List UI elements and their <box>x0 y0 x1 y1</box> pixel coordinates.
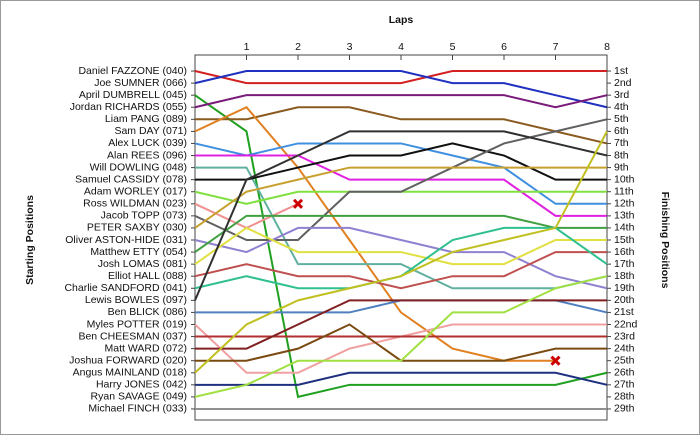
lap-line <box>195 299 607 350</box>
driver-label: Alex LUCK (039) <box>108 137 187 149</box>
lap-line <box>194 275 608 398</box>
x-tick-label: 1 <box>244 41 250 53</box>
lap-line <box>195 154 607 217</box>
y2-tick-label: 8th <box>614 149 629 161</box>
x-tick-label: 2 <box>295 41 301 53</box>
y2-tick-label: 6th <box>614 125 629 137</box>
y2-tick-label: 26th <box>614 367 635 379</box>
y2-tick-label: 25th <box>614 354 635 366</box>
chart-title: Laps <box>389 14 414 26</box>
y2-tick-label: 2nd <box>614 77 632 89</box>
retired-marker <box>550 355 561 366</box>
driver-label: Matthew ETTY (054) <box>90 246 187 258</box>
y2-tick-label: 15th <box>614 234 635 246</box>
driver-label: Ben BLICK (086) <box>108 306 187 318</box>
driver-label: Angus MAINLAND (018) <box>73 367 187 379</box>
driver-label: Will DOWLING (048) <box>90 161 187 173</box>
lap-line <box>195 142 607 181</box>
x-tick-label: 8 <box>604 41 610 53</box>
y2-tick-label: 11th <box>614 186 634 198</box>
driver-label: April DUMBRELL (045) <box>79 89 187 101</box>
y2-tick-label: 24th <box>614 342 635 354</box>
driver-label: Matt WARD (072) <box>105 342 187 354</box>
y2-tick-label: 19th <box>614 282 635 294</box>
retired-marker <box>292 198 304 209</box>
y2-tick-label: 17th <box>614 258 635 270</box>
y2-tick-label: 7th <box>614 137 629 149</box>
lap-line <box>194 106 556 362</box>
driver-label: Myles POTTER (019) <box>87 318 187 330</box>
y2-tick-label: 4th <box>614 101 629 113</box>
driver-label: Harry JONES (042) <box>96 379 187 391</box>
driver-label: Jordan RICHARDS (055) <box>70 101 187 113</box>
driver-label: Liam PANG (089) <box>105 113 187 125</box>
driver-label: Joshua FORWARD (020) <box>69 354 187 366</box>
driver-label: Adam WORLEY (017) <box>84 186 187 198</box>
lap-line <box>194 226 607 266</box>
x-tick-label: 6 <box>501 41 507 53</box>
driver-label: Josh LOMAS (081) <box>98 258 187 270</box>
lap-line <box>194 70 608 109</box>
y2-tick-label: 22nd <box>614 318 638 330</box>
driver-label: Ross WILDMAN (023) <box>83 198 187 210</box>
driver-label: Ben CHEESMAN (037) <box>78 330 187 342</box>
driver-label: Alan REES (096) <box>107 149 187 161</box>
driver-label: Oliver ASTON-HIDE (031) <box>65 234 187 246</box>
y2-tick-label: 13th <box>614 210 635 222</box>
lap-line <box>194 166 607 229</box>
y2-tick-label: 28th <box>614 391 635 403</box>
driver-label: Jacob TOPP (073) <box>101 210 187 222</box>
lap-line <box>194 226 608 290</box>
y2-tick-label: 27th <box>614 379 635 391</box>
y2-axis-title: Finishing Positions <box>659 192 671 289</box>
y2-tick-label: 14th <box>614 222 635 234</box>
driver-label: Charlie SANDFORD (041) <box>64 282 187 294</box>
driver-label: PETER SAXBY (030) <box>87 222 187 234</box>
x-tick-label: 5 <box>450 41 456 53</box>
y2-tick-label: 18th <box>614 270 635 282</box>
lap-line <box>194 214 607 253</box>
y2-tick-label: 16th <box>614 246 635 258</box>
x-tick-label: 7 <box>553 41 559 53</box>
y2-tick-label: 29th <box>614 403 635 415</box>
y2-tick-label: 21st <box>614 306 634 318</box>
y2-tick-label: 3rd <box>614 89 629 101</box>
lap-line <box>194 94 608 109</box>
lap-line <box>194 130 608 301</box>
driver-label: Joe SUMNER (066) <box>94 77 187 89</box>
driver-label: Lewis BOWLES (097) <box>85 294 187 306</box>
lap-line <box>195 106 608 145</box>
y2-tick-label: 5th <box>614 113 629 125</box>
x-tick-label: 3 <box>347 41 353 53</box>
y2-tick-label: 1st <box>614 65 628 77</box>
driver-label: Samuel CASSIDY (078) <box>75 173 187 185</box>
y2-tick-label: 20th <box>614 294 635 306</box>
driver-label: Sam DAY (071) <box>114 125 187 137</box>
lap-line <box>194 130 608 374</box>
y2-tick-label: 10th <box>614 173 635 185</box>
y2-tick-label: 23rd <box>614 330 635 342</box>
lap-line <box>194 70 607 85</box>
driver-label: Michael FINCH (033) <box>88 403 187 415</box>
x-tick-label: 4 <box>398 41 404 53</box>
lap-line <box>195 371 608 386</box>
y-axis-title: Starting Positions <box>24 195 36 285</box>
y2-tick-label: 12th <box>614 198 635 210</box>
driver-label: Elliot HALL (088) <box>108 270 187 282</box>
driver-label: Daniel FAZZONE (040) <box>78 65 187 77</box>
y2-tick-label: 9th <box>614 161 629 173</box>
lap-line <box>194 118 608 241</box>
driver-label: Ryan SAVAGE (049) <box>91 391 187 403</box>
lap-line <box>194 251 607 290</box>
